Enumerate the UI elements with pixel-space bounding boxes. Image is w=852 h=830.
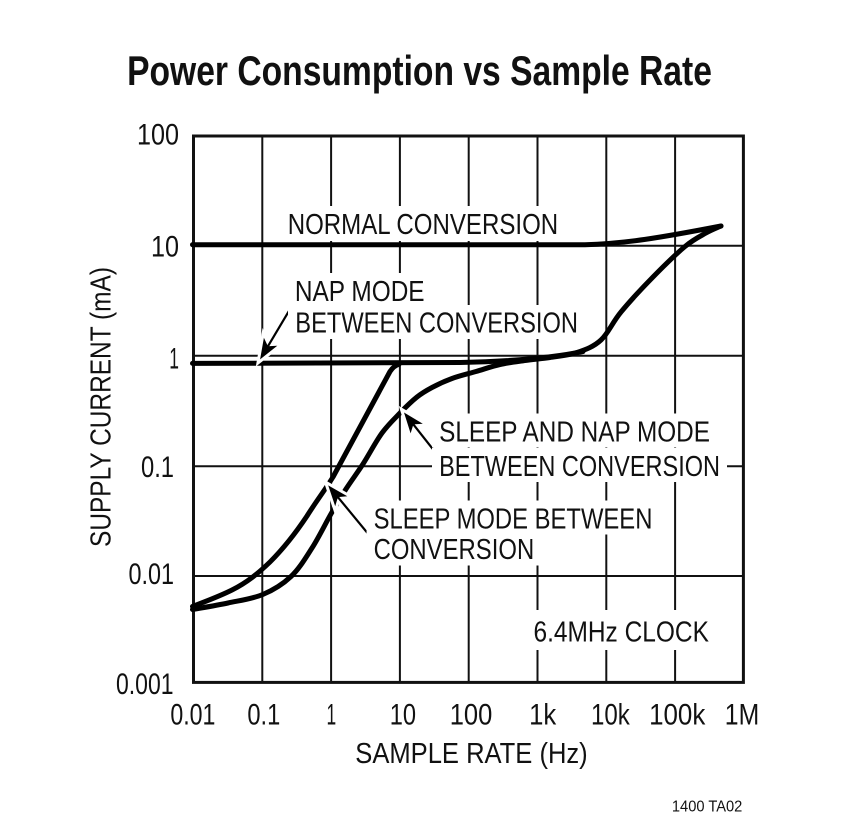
svg-text:1k: 1k xyxy=(529,698,556,731)
svg-text:1400 TA02: 1400 TA02 xyxy=(672,799,743,816)
svg-text:100: 100 xyxy=(450,698,493,731)
svg-text:0.01: 0.01 xyxy=(170,698,215,731)
svg-text:6.4MHz CLOCK: 6.4MHz CLOCK xyxy=(534,615,709,647)
svg-text:BETWEEN CONVERSION: BETWEEN CONVERSION xyxy=(295,307,578,339)
svg-text:0.1: 0.1 xyxy=(247,698,280,731)
svg-text:10: 10 xyxy=(390,698,416,731)
svg-text:NAP MODE: NAP MODE xyxy=(295,275,425,307)
svg-text:NORMAL CONVERSION: NORMAL CONVERSION xyxy=(288,208,559,240)
svg-text:SUPPLY CURRENT (mA): SUPPLY CURRENT (mA) xyxy=(84,267,116,547)
svg-text:100k: 100k xyxy=(649,698,705,731)
svg-text:SLEEP MODE BETWEEN: SLEEP MODE BETWEEN xyxy=(374,502,653,534)
svg-text:10: 10 xyxy=(151,231,179,264)
svg-text:0.1: 0.1 xyxy=(141,451,174,484)
svg-text:CONVERSION: CONVERSION xyxy=(374,533,535,565)
svg-text:0.01: 0.01 xyxy=(129,558,175,591)
svg-text:Power Consumption vs Sample Ra: Power Consumption vs Sample Rate xyxy=(127,47,712,94)
svg-text:1M: 1M xyxy=(725,698,759,731)
svg-text:SLEEP AND NAP MODE: SLEEP AND NAP MODE xyxy=(439,415,710,447)
svg-text:SAMPLE RATE (Hz): SAMPLE RATE (Hz) xyxy=(355,737,587,769)
svg-text:1: 1 xyxy=(169,343,179,376)
svg-text:10k: 10k xyxy=(591,698,630,731)
svg-text:0.001: 0.001 xyxy=(116,668,174,701)
svg-text:1: 1 xyxy=(326,698,336,731)
svg-text:100: 100 xyxy=(137,119,179,152)
svg-text:BETWEEN CONVERSION: BETWEEN CONVERSION xyxy=(439,450,720,482)
